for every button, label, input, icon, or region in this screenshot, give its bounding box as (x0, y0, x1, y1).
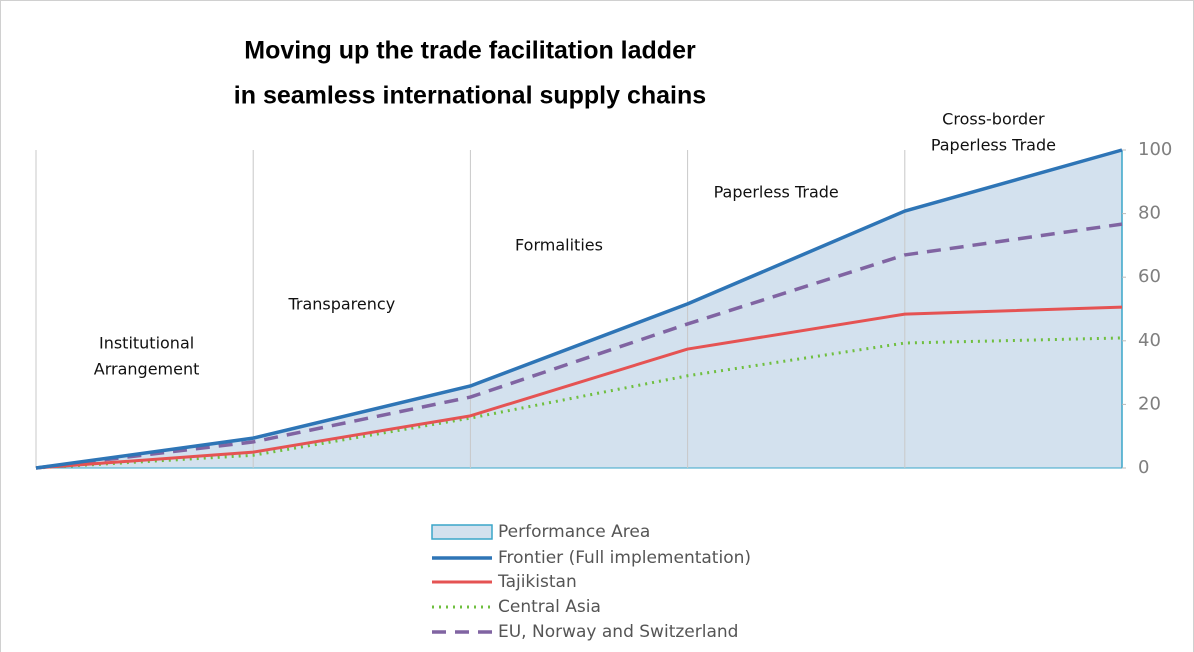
legend-label: Frontier (Full implementation) (498, 548, 751, 568)
section-label: Paperless Trade (931, 136, 1056, 155)
legend-label: Performance Area (498, 522, 650, 542)
section-label: Arrangement (94, 360, 200, 379)
section-label: Cross-border (942, 110, 1045, 129)
performance-area (36, 150, 1122, 468)
legend-label: Tajikistan (497, 572, 577, 592)
legend-swatch (431, 524, 493, 540)
series-line (35, 148, 1123, 470)
y-tick-label: 100 (1138, 139, 1172, 160)
y-tick-label: 40 (1138, 330, 1161, 351)
legend-label: EU, Norway and Switzerland (498, 622, 738, 642)
section-label: Institutional (99, 334, 194, 353)
y-tick-label: 80 (1138, 203, 1161, 224)
series-line (35, 305, 1123, 470)
section-label: Transparency (287, 295, 395, 314)
y-tick-label: 0 (1138, 457, 1149, 478)
y-tick-label: 20 (1138, 393, 1161, 414)
legend-label: Central Asia (498, 597, 601, 617)
section-label: Formalities (515, 236, 603, 255)
series-line (35, 222, 1123, 470)
section-label: Paperless Trade (714, 183, 839, 202)
y-tick-label: 60 (1138, 266, 1161, 287)
chart-title: in seamless international supply chains (234, 82, 706, 110)
chart-title: Moving up the trade facilitation ladder (244, 37, 696, 65)
